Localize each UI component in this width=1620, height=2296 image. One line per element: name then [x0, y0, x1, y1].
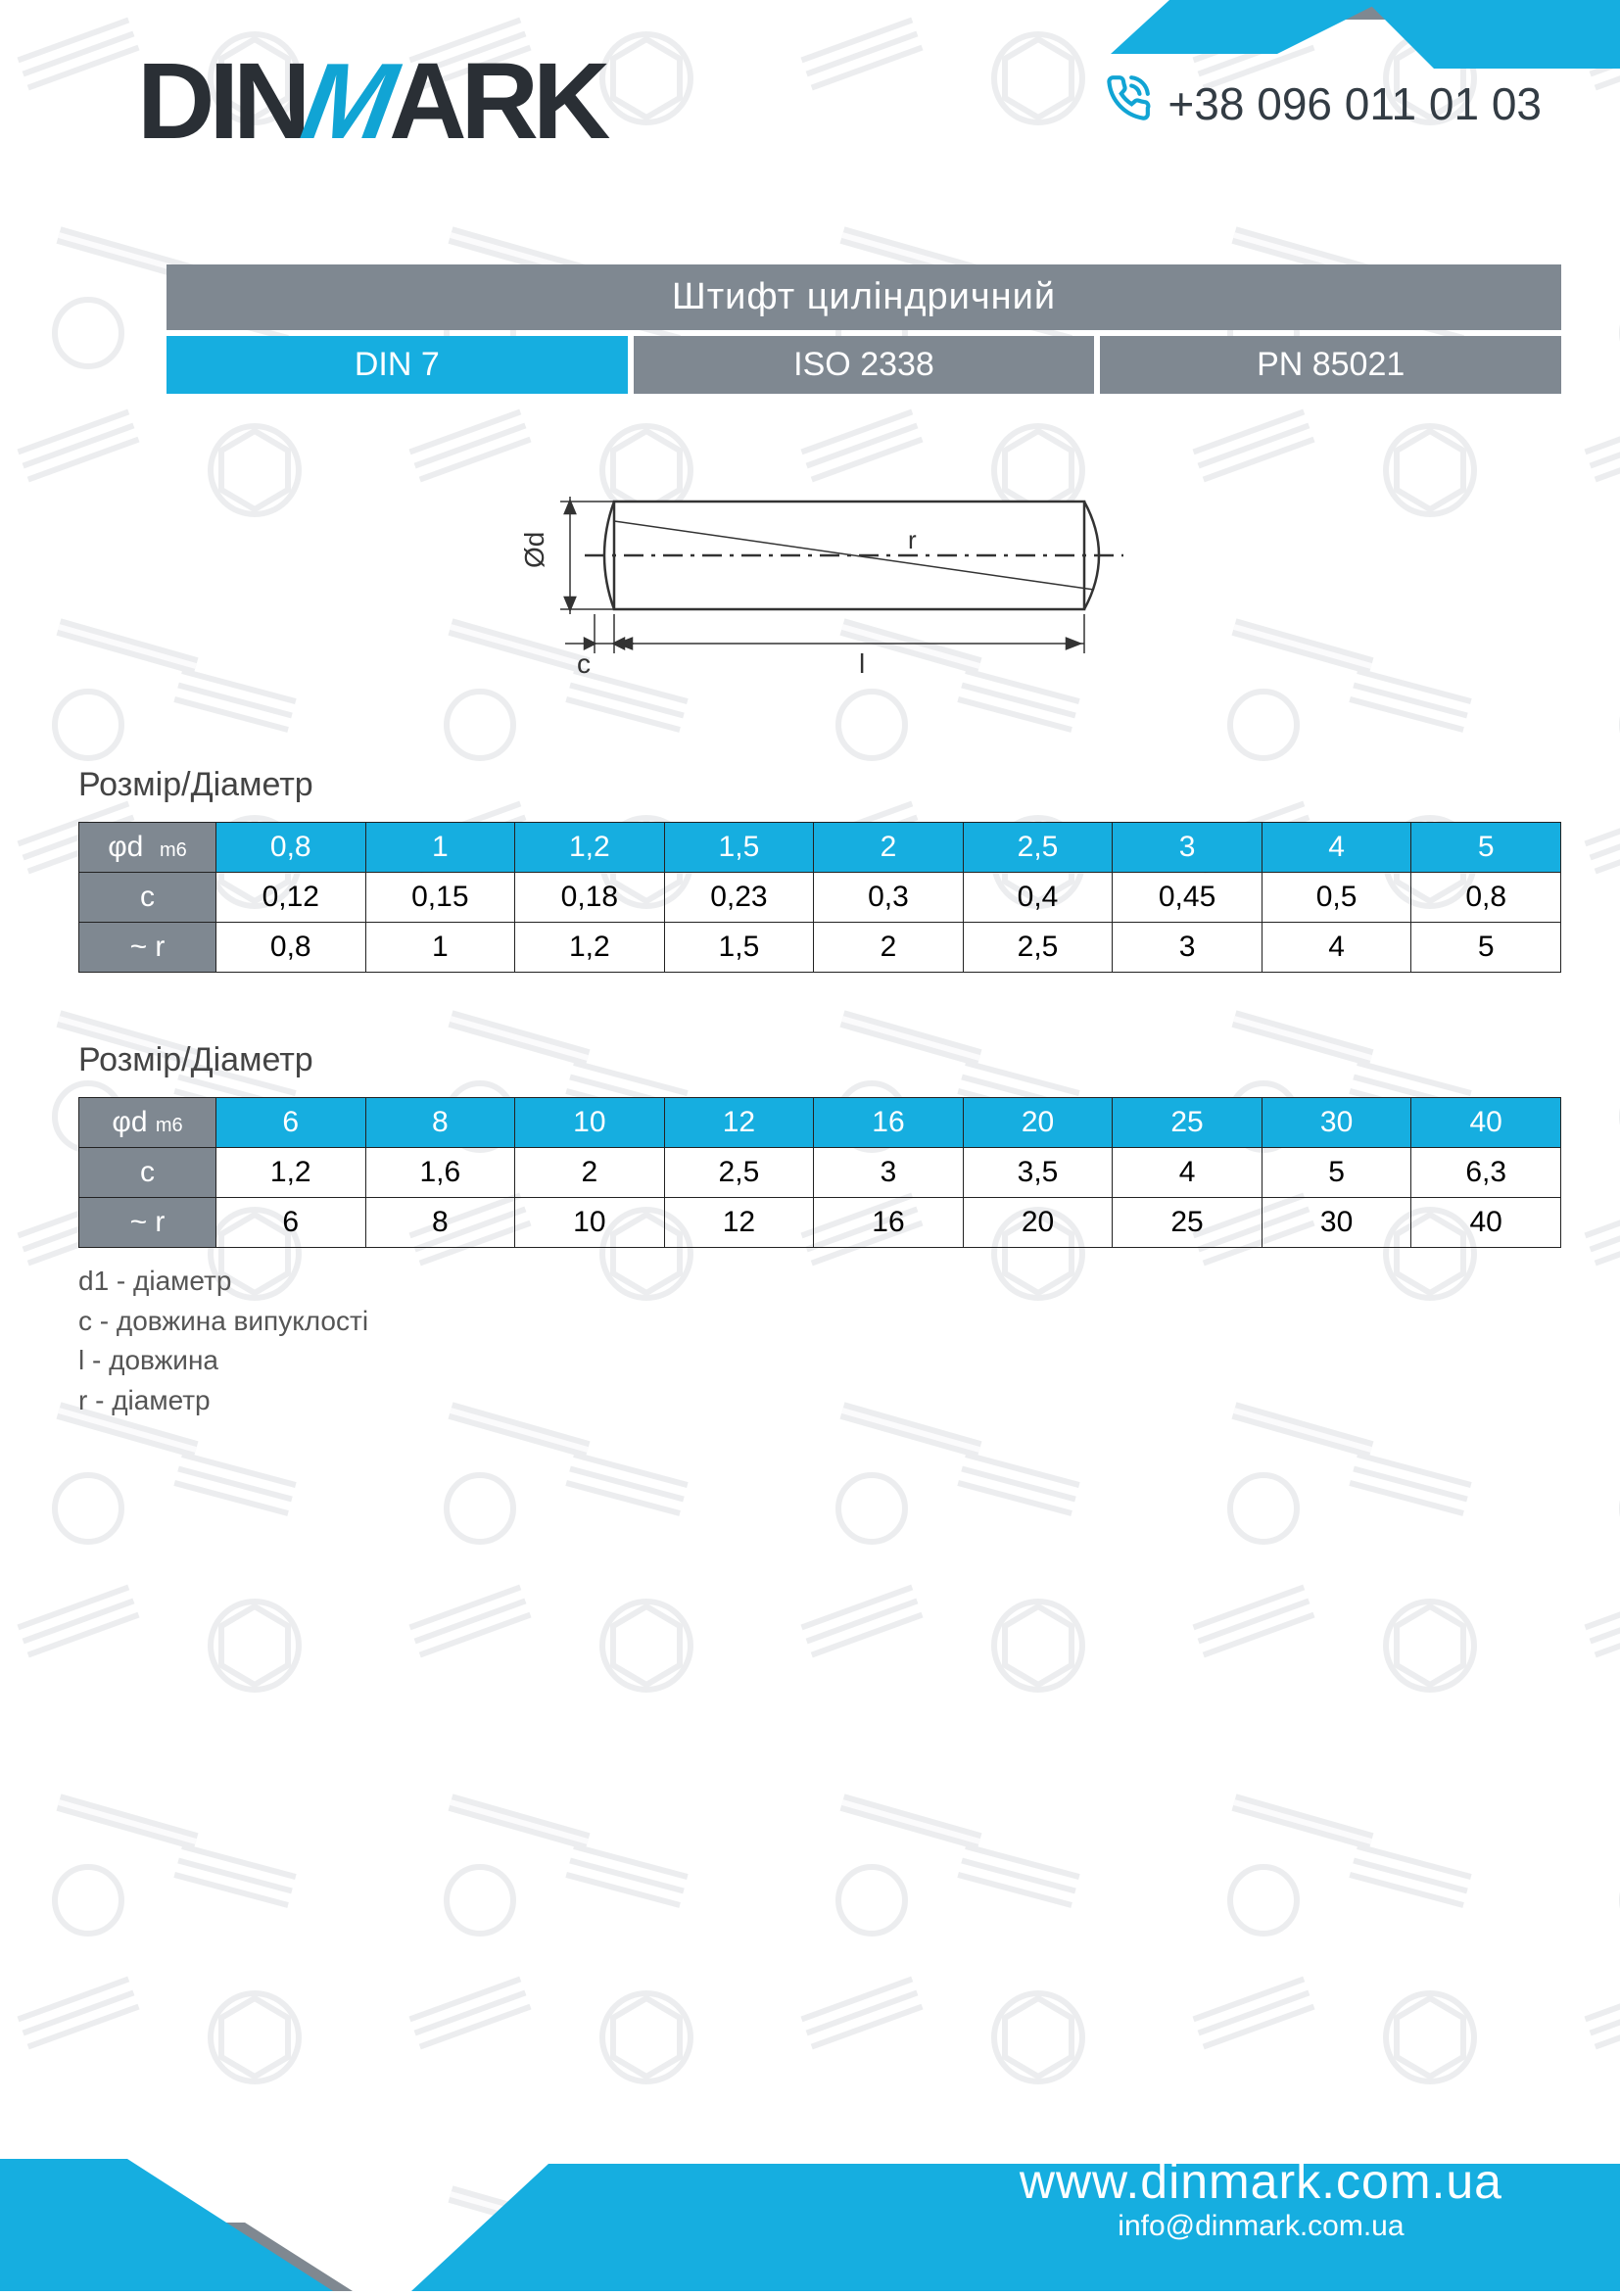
table-cell: 0,45 — [1113, 873, 1263, 923]
table2-rowhead-d: φd m6 — [79, 1098, 216, 1148]
table-cell: 16 — [814, 1198, 964, 1248]
logo-text-m: M — [294, 39, 400, 164]
spec-table-2: φd m6 6 8 10 12 16 20 25 30 40 c 1,2 1,6… — [78, 1097, 1561, 1248]
table-cell: 12 — [664, 1198, 814, 1248]
table-col: 3 — [1113, 823, 1263, 873]
table-cell: 20 — [963, 1198, 1113, 1248]
table-col: 8 — [365, 1098, 515, 1148]
section-label-1: Розмір/Діаметр — [78, 766, 1620, 804]
table-cell: 5 — [1262, 1148, 1411, 1198]
spec-table-1: φd m6 0,8 1 1,2 1,5 2 2,5 3 4 5 c 0,12 0… — [78, 822, 1561, 973]
table-col: 20 — [963, 1098, 1113, 1148]
section-label-2: Розмір/Діаметр — [78, 1041, 1620, 1079]
table-cell: 1 — [365, 923, 515, 973]
table-cell: 25 — [1113, 1198, 1263, 1248]
table-col: 25 — [1113, 1098, 1263, 1148]
page-title: Штифт циліндричний — [167, 264, 1561, 330]
standard-iso2338: ISO 2338 — [634, 336, 1095, 394]
table-cell: 3 — [1113, 923, 1263, 973]
table-cell: 8 — [365, 1198, 515, 1248]
table-cell: 1,2 — [515, 923, 665, 973]
footer-website: www.dinmark.com.ua — [1020, 2153, 1502, 2210]
table-cell: 0,18 — [515, 873, 665, 923]
diagram-label-d: Ød — [519, 532, 549, 568]
table-col: 0,8 — [216, 823, 366, 873]
table-cell: 4 — [1262, 923, 1411, 973]
table1-rowhead-r: ~ r — [79, 923, 216, 973]
table-cell: 2,5 — [963, 923, 1113, 973]
legend-line: d1 - діаметр — [78, 1262, 1620, 1302]
technical-diagram: Ød c l r — [0, 443, 1620, 697]
table-cell: 3,5 — [963, 1148, 1113, 1198]
table-cell: 0,5 — [1262, 873, 1411, 923]
logo-text-pre: DIN — [137, 39, 305, 164]
table-col: 16 — [814, 1098, 964, 1148]
standard-din7: DIN 7 — [167, 336, 628, 394]
table-col: 5 — [1411, 823, 1561, 873]
legend-line: c - довжина випуклості — [78, 1302, 1620, 1342]
table-cell: 10 — [515, 1198, 665, 1248]
table1-rowhead-c: c — [79, 873, 216, 923]
table-col: 1,5 — [664, 823, 814, 873]
table-cell: 0,4 — [963, 873, 1113, 923]
table-col: 10 — [515, 1098, 665, 1148]
diagram-label-c: c — [577, 648, 591, 679]
table-col: 1,2 — [515, 823, 665, 873]
table-cell: 4 — [1113, 1148, 1263, 1198]
table2-rowhead-c: c — [79, 1148, 216, 1198]
legend-line: l - довжина — [78, 1341, 1620, 1381]
table1-rowhead-d: φd m6 — [79, 823, 216, 873]
table-cell: 1,2 — [216, 1148, 366, 1198]
corner-decoration-top — [1111, 0, 1620, 176]
table-cell: 2 — [515, 1148, 665, 1198]
table-cell: 1,6 — [365, 1148, 515, 1198]
footer-email: info@dinmark.com.ua — [1020, 2210, 1502, 2243]
table-cell: 0,3 — [814, 873, 964, 923]
table-cell: 2 — [814, 923, 964, 973]
logo-text-post: ARK — [389, 39, 604, 164]
table-cell: 40 — [1411, 1198, 1561, 1248]
table-cell: 0,12 — [216, 873, 366, 923]
table-cell: 0,23 — [664, 873, 814, 923]
table-cell: 5 — [1411, 923, 1561, 973]
legend: d1 - діаметр c - довжина випуклості l - … — [78, 1262, 1620, 1420]
table-col: 2 — [814, 823, 964, 873]
table-col: 2,5 — [963, 823, 1113, 873]
table-cell: 1,5 — [664, 923, 814, 973]
table-col: 1 — [365, 823, 515, 873]
standard-pn85021: PN 85021 — [1100, 336, 1561, 394]
table-col: 30 — [1262, 1098, 1411, 1148]
table-col: 4 — [1262, 823, 1411, 873]
table-col: 12 — [664, 1098, 814, 1148]
table-cell: 0,8 — [216, 923, 366, 973]
table-cell: 0,15 — [365, 873, 515, 923]
table-col: 40 — [1411, 1098, 1561, 1148]
table-col: 6 — [216, 1098, 366, 1148]
table-cell: 0,8 — [1411, 873, 1561, 923]
table-cell: 2,5 — [664, 1148, 814, 1198]
table-cell: 6,3 — [1411, 1148, 1561, 1198]
table-cell: 30 — [1262, 1198, 1411, 1248]
logo: DINMARK — [137, 39, 604, 164]
legend-line: r - діаметр — [78, 1381, 1620, 1421]
table-cell: 6 — [216, 1198, 366, 1248]
footer: www.dinmark.com.ua info@dinmark.com.ua — [0, 2105, 1620, 2291]
table2-rowhead-r: ~ r — [79, 1198, 216, 1248]
table-cell: 3 — [814, 1148, 964, 1198]
diagram-label-l: l — [859, 648, 865, 679]
standards-tabs: DIN 7 ISO 2338 PN 85021 — [167, 336, 1561, 394]
diagram-label-r: r — [908, 525, 917, 554]
